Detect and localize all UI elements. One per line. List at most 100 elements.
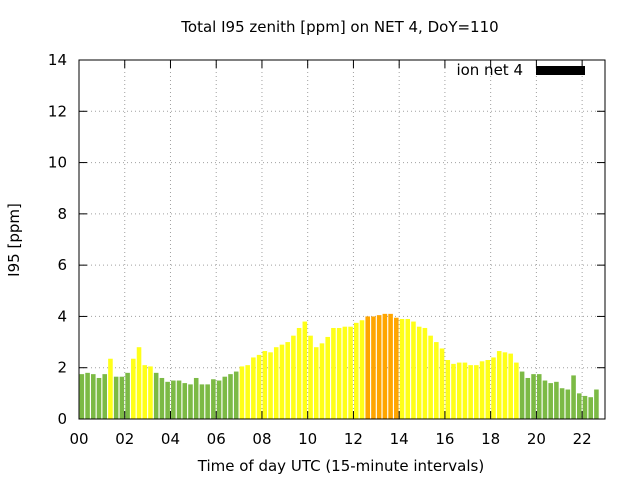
bar [273, 347, 279, 419]
bar [571, 375, 576, 419]
bar [176, 380, 182, 419]
y-tick-label: 12 [48, 102, 67, 120]
bar [514, 362, 519, 419]
legend-swatch [536, 66, 585, 75]
y-tick-label: 6 [57, 256, 67, 274]
bar [182, 383, 188, 419]
bar [125, 372, 130, 419]
bar [131, 358, 136, 419]
bar [548, 383, 553, 419]
bar [416, 326, 422, 419]
bar [508, 353, 513, 419]
x-tick-label: 06 [207, 430, 226, 448]
bar [468, 365, 473, 419]
bar [228, 374, 233, 420]
bar [216, 380, 222, 419]
x-tick-label: 18 [481, 430, 500, 448]
bar [525, 377, 531, 419]
bar [411, 321, 416, 419]
x-tick-label: 20 [527, 430, 546, 448]
chart-title: Total I95 zenith [ppm] on NET 4, DoY=110 [180, 18, 498, 36]
bar [262, 351, 268, 419]
bar [502, 352, 508, 419]
bar [102, 374, 108, 420]
bar [108, 358, 113, 419]
bar [233, 371, 239, 419]
x-tick-label: 02 [115, 430, 134, 448]
bar [554, 381, 559, 419]
bar [382, 313, 388, 419]
bar [434, 342, 439, 419]
y-tick-label: 14 [48, 51, 67, 69]
y-tick-label: 0 [57, 410, 67, 428]
bar [354, 322, 359, 419]
bar [148, 366, 153, 419]
bar [239, 366, 245, 419]
bar [456, 362, 462, 419]
bar [291, 335, 296, 419]
bar [388, 313, 393, 419]
x-tick-label: 08 [252, 430, 271, 448]
bar [479, 361, 485, 419]
x-tick-label: 04 [161, 430, 180, 448]
bar [582, 395, 588, 419]
bar [336, 327, 342, 419]
x-tick-label: 16 [435, 430, 454, 448]
bar [348, 326, 353, 419]
bar [376, 315, 382, 419]
bar [159, 377, 165, 419]
bar [399, 318, 405, 419]
x-tick-label: 00 [69, 430, 88, 448]
bar [536, 374, 542, 420]
bar [199, 384, 205, 419]
bar [462, 362, 468, 419]
bar [211, 379, 216, 419]
bar [445, 360, 451, 419]
bar [342, 326, 348, 419]
bar [308, 335, 313, 419]
bar [485, 360, 491, 419]
bar [559, 388, 565, 419]
plot-frame [78, 59, 606, 420]
legend-label: ion net 4 [456, 61, 523, 79]
legend: ion net 4 [456, 61, 585, 79]
y-tick-label: 4 [57, 307, 67, 325]
bar [405, 318, 411, 419]
bar [171, 380, 176, 419]
bar [531, 374, 536, 420]
bar [222, 376, 228, 419]
x-tick-label: 14 [390, 430, 409, 448]
bar [331, 327, 336, 419]
bar [519, 371, 525, 419]
bar [245, 365, 250, 419]
bar [394, 317, 399, 419]
bar [325, 336, 330, 419]
y-tick-label: 10 [48, 154, 67, 172]
bar [319, 343, 325, 419]
bar [285, 342, 290, 419]
x-tick-label: 22 [573, 430, 592, 448]
bar [113, 376, 119, 419]
bar [491, 357, 496, 419]
bar [119, 376, 125, 419]
bar [302, 321, 308, 419]
bar [142, 365, 148, 419]
bar [268, 352, 273, 419]
bar [422, 327, 428, 419]
bar [296, 327, 302, 419]
bar [165, 381, 170, 419]
bar [193, 377, 199, 419]
bar [136, 347, 142, 419]
grid [79, 60, 605, 419]
bars [79, 313, 599, 420]
bar [594, 389, 599, 419]
bar [279, 344, 285, 419]
bar [313, 347, 319, 419]
bar [365, 316, 371, 419]
bar [474, 365, 479, 419]
y-tick-label: 2 [57, 359, 67, 377]
bar [576, 393, 582, 419]
bar [451, 363, 456, 419]
